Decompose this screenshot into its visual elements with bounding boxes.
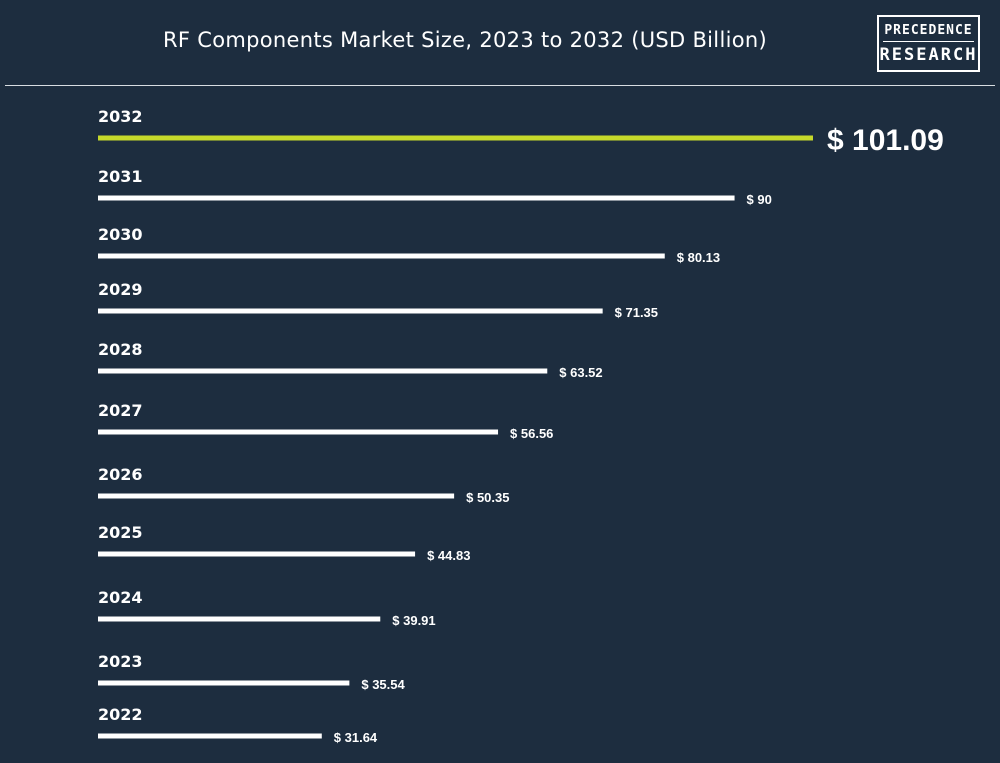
bar [98, 368, 548, 374]
value-label: $ 56.56 [510, 426, 553, 441]
bar [98, 308, 603, 314]
value-label: $ 31.64 [334, 730, 378, 745]
value-label: $ 101.09 [827, 124, 944, 157]
bar [98, 733, 322, 739]
year-label: 2024 [98, 588, 143, 607]
year-label: 2023 [98, 652, 143, 671]
logo-separator [883, 41, 974, 42]
value-label: $ 90 [747, 192, 772, 207]
logo-line-2: RESEARCH [879, 45, 978, 65]
year-label: 2031 [98, 167, 143, 186]
value-label: $ 35.54 [361, 677, 405, 692]
bar [98, 195, 735, 201]
year-label: 2029 [98, 280, 143, 299]
year-label: 2032 [98, 107, 143, 126]
brand-logo: PRECEDENCE RESEARCH [877, 15, 980, 72]
year-label: 2030 [98, 225, 143, 244]
bar [98, 253, 665, 259]
chart-title: RF Components Market Size, 2023 to 2032 … [163, 28, 767, 52]
logo-line-1: PRECEDENCE [884, 23, 973, 38]
year-label: 2027 [98, 401, 143, 420]
bar [98, 135, 813, 141]
value-label: $ 50.35 [466, 490, 509, 505]
year-label: 2026 [98, 465, 143, 484]
header-divider [5, 85, 995, 86]
bar [98, 680, 350, 686]
bar [98, 493, 455, 499]
value-label: $ 39.91 [392, 613, 435, 628]
year-label: 2022 [98, 705, 143, 724]
year-label: 2025 [98, 523, 143, 542]
bar [98, 616, 381, 622]
value-label: $ 80.13 [677, 250, 720, 265]
bar [98, 429, 499, 435]
value-label: $ 71.35 [615, 305, 658, 320]
value-label: $ 63.52 [559, 365, 602, 380]
value-label: $ 44.83 [427, 548, 470, 563]
bar [98, 551, 416, 557]
year-label: 2028 [98, 340, 143, 359]
